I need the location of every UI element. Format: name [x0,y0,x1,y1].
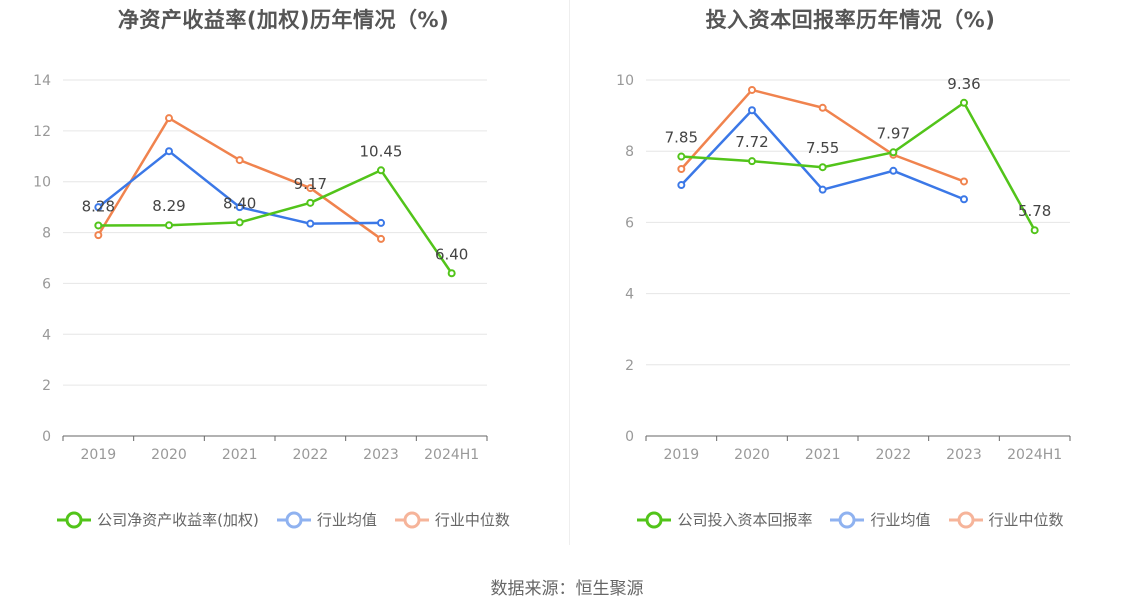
data-label: 10.45 [360,142,403,160]
x-tick-label: 2022 [293,447,329,463]
panel-divider [569,0,570,545]
data-point [94,203,103,212]
y-tick-label: 2 [625,358,634,374]
data-point [818,103,827,112]
legend-item-company-roe[interactable]: 公司净资产收益率(加权) [57,509,259,530]
x-tick-label: 2024H1 [424,447,479,463]
data-label: 9.36 [947,75,980,93]
y-tick-label: 10 [33,175,51,191]
chart-legend: 公司投入资本回报率 行业均值 行业中位数 [567,509,1134,530]
y-tick-label: 6 [625,215,634,231]
legend-marker-icon [948,511,983,528]
data-point [306,198,315,207]
data-label: 8.29 [152,197,185,215]
data-point [165,114,173,123]
data-point [377,234,385,243]
data-label: 5.78 [1018,202,1051,220]
y-tick-label: 0 [42,429,51,445]
data-point [377,218,385,227]
data-point [377,166,385,175]
legend-label: 行业中位数 [434,511,510,529]
y-tick-label: 4 [42,327,51,343]
y-tick-label: 8 [625,144,634,160]
data-label: 8.40 [223,194,256,212]
data-point [165,221,173,230]
data-point [960,177,968,186]
y-tick-label: 4 [625,287,634,303]
data-label: 7.97 [877,124,910,142]
data-label: 7.55 [806,139,839,157]
x-tick-label: 2024H1 [1007,447,1062,463]
data-point [748,157,756,166]
data-label: 9.17 [294,175,327,193]
chart-title: 净资产收益率(加权)历年情况（%) [117,8,450,32]
x-tick-label: 2023 [946,447,982,463]
x-tick-label: 2021 [222,447,258,463]
x-tick-label: 2019 [664,447,700,463]
roic-chart-panel: 投入资本回报率历年情况（%) 0 2 4 6 8 10 2019 2020 2021 2022 20… [567,0,1134,560]
legend-label: 行业均值 [316,511,377,529]
data-label: 6.40 [435,245,468,263]
legend-marker-icon [276,511,311,528]
data-point [748,85,756,94]
data-point [165,147,173,156]
legend-label: 公司净资产收益率(加权) [97,511,259,529]
data-point [889,148,898,157]
data-label: 7.85 [665,129,698,147]
data-point [306,184,315,193]
data-point [960,98,968,107]
x-tick-label: 2020 [734,447,770,463]
legend-marker-icon [830,511,865,528]
legend-label: 行业中位数 [988,511,1064,529]
legend-label: 行业均值 [870,511,931,529]
data-label: 7.72 [735,133,768,151]
x-tick-label: 2022 [876,447,912,463]
legend-marker-icon [394,511,429,528]
data-point [235,203,244,212]
y-tick-label: 10 [616,73,634,89]
series-line [681,101,1036,231]
data-point [235,156,244,165]
y-tick-label: 8 [42,226,51,242]
roe-chart-panel: 净资产收益率(加权)历年情况（%) 0 2 4 6 8 10 12 14 2019 2020 202… [0,0,567,560]
data-point [94,221,103,230]
y-tick-label: 12 [33,124,51,140]
data-point [960,195,968,204]
y-tick-label: 6 [42,276,51,292]
data-point [818,163,827,172]
x-tick-label: 2021 [805,447,841,463]
data-point [677,152,686,161]
legend-item-industry-mean[interactable]: 行业均值 [830,509,931,530]
x-tick-label: 2019 [81,447,117,463]
legend-item-industry-median[interactable]: 行业中位数 [948,509,1064,530]
chart-legend: 公司净资产收益率(加权) 行业均值 行业中位数 [0,509,567,530]
data-point [677,165,686,173]
data-point [677,181,686,190]
legend-item-industry-mean[interactable]: 行业均值 [276,509,377,530]
data-point [889,166,898,175]
data-point [447,269,456,278]
y-tick-label: 2 [42,378,51,394]
data-point [818,185,827,194]
data-point [306,219,315,228]
roic-line-chart: 0 2 4 6 8 10 2019 2020 2021 2022 2023 2024H1 7.85 7.7… [616,73,1071,463]
legend-item-company-roic[interactable]: 公司投入资本回报率 [637,509,812,530]
legend-marker-icon [57,511,92,528]
data-point [94,231,103,240]
legend-label: 公司投入资本回报率 [677,511,813,529]
legend-marker-icon [637,511,672,528]
legend-item-industry-median[interactable]: 行业中位数 [394,509,510,530]
data-source-note: 数据来源：恒生聚源 [490,579,644,599]
series-line [98,169,453,274]
x-tick-label: 2023 [363,447,399,463]
data-point [1030,226,1039,235]
chart-title: 投入资本回报率历年情况（%) [705,8,996,32]
y-tick-label: 0 [625,429,634,445]
data-point [235,218,244,227]
data-label: 8.28 [82,197,115,215]
x-tick-label: 2020 [151,447,187,463]
roe-line-chart: 0 2 4 6 8 10 12 14 2019 2020 2021 2022 2023 2024H1 8.2… [33,73,488,463]
y-tick-label: 14 [33,73,51,89]
data-point [748,106,756,115]
